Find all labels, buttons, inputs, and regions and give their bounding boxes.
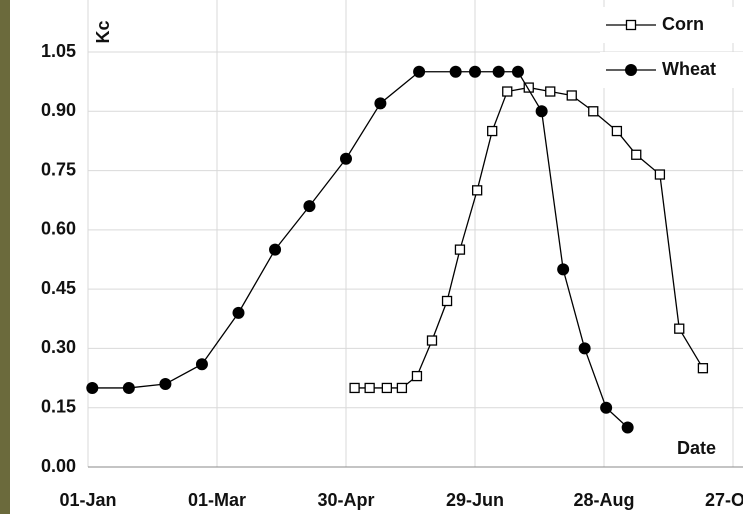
data-point: [523, 82, 534, 93]
data-point: [86, 381, 99, 394]
y-tick-label: 1.05: [41, 41, 76, 61]
data-point: [469, 65, 481, 78]
series-line: [92, 71, 629, 428]
x-tick-label: 27-Oct: [705, 490, 743, 510]
y-axis-label: Kc: [93, 20, 113, 43]
y-tick-label: 0.00: [41, 456, 76, 476]
data-point: [454, 244, 466, 255]
x-tick-label: 30-Apr: [317, 490, 374, 510]
data-point: [621, 421, 634, 434]
data-point: [195, 358, 208, 371]
data-point: [674, 323, 685, 334]
data-point: [413, 65, 426, 78]
x-tick-label: 01-Jan: [59, 490, 116, 510]
data-point: [566, 90, 577, 101]
data-point: [631, 149, 642, 160]
y-tick-label: 0.75: [41, 159, 76, 179]
series-line: [354, 86, 704, 389]
data-point: [697, 363, 709, 374]
y-tick-label: 0.60: [41, 219, 76, 239]
x-axis-label: Date: [677, 438, 716, 458]
data-point: [122, 381, 135, 394]
data-point: [611, 125, 623, 137]
data-point: [654, 169, 666, 180]
data-point: [502, 86, 513, 97]
data-point: [411, 370, 423, 382]
data-point: [449, 65, 462, 78]
y-tick-label: 0.15: [41, 396, 76, 416]
data-point: [349, 382, 360, 394]
legend-marker: [625, 19, 637, 31]
legend-label: Wheat: [662, 59, 716, 79]
data-point: [396, 382, 408, 394]
data-point: [471, 185, 483, 196]
data-point: [426, 335, 438, 346]
data-point: [374, 97, 387, 110]
y-tick-label: 0.90: [41, 100, 76, 120]
data-point: [535, 105, 548, 118]
data-point: [364, 382, 375, 394]
data-point: [303, 200, 316, 213]
data-point: [512, 65, 524, 78]
data-point: [340, 152, 352, 165]
photo-edge: [0, 0, 10, 514]
data-point: [545, 86, 556, 97]
y-tick-label: 0.30: [41, 337, 76, 357]
legend-label: Corn: [662, 14, 704, 34]
data-point: [381, 382, 393, 394]
data-point: [487, 125, 498, 137]
x-tick-label: 01-Mar: [188, 490, 246, 510]
data-point: [578, 342, 591, 355]
x-tick-label: 29-Jun: [446, 490, 504, 510]
data-point: [441, 295, 453, 307]
data-point: [600, 401, 613, 414]
data-point: [588, 106, 599, 117]
data-point: [269, 243, 282, 256]
data-point: [492, 65, 505, 78]
y-tick-label: 0.45: [41, 278, 76, 298]
legend-marker: [625, 64, 637, 76]
data-point: [232, 306, 245, 319]
data-point: [557, 263, 570, 276]
x-tick-label: 28-Aug: [573, 490, 634, 510]
data-point: [159, 378, 172, 390]
